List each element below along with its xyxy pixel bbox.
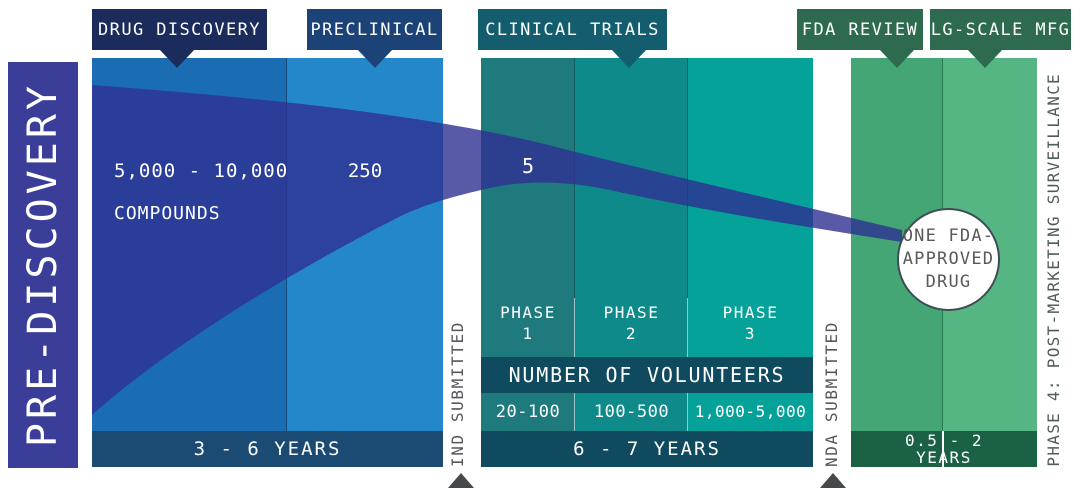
pre-discovery-bar: PRE-DISCOVERY (8, 62, 78, 468)
drug-discovery-pointer-icon (159, 49, 195, 68)
tab-lg-scale-mfg: LG-SCALE MFG (930, 9, 1071, 50)
fda-duration-bar: 0.5 - 2 YEARS (851, 431, 1037, 467)
phase1-number: 1 (522, 324, 534, 343)
phase2-label: PHASE 2 (575, 302, 688, 344)
phase3-number: 3 (744, 324, 757, 343)
preclinical-pointer-icon (357, 49, 393, 68)
tab-drug-discovery-label: DRUG DISCOVERY (98, 19, 261, 40)
phase3-label: PHASE 3 (688, 302, 813, 344)
approved-drug-badge: ONE FDA- APPROVED DRUG (897, 208, 1000, 311)
tab-clinical-trials-label: CLINICAL TRIALS (485, 19, 660, 40)
discovery-compound-count: 5,000 - 10,000 (114, 160, 289, 182)
tab-preclinical-label: PRECLINICAL (310, 19, 439, 40)
phase3-volunteers: 1,000-5,000 (694, 402, 807, 421)
clinical-trials-pointer-icon (611, 49, 647, 68)
clinical-duration-bar: 6 - 7 YEARS (481, 431, 813, 467)
phase1-label: PHASE 1 (481, 302, 575, 344)
tab-clinical-trials: CLINICAL TRIALS (478, 9, 667, 50)
tab-fda-review-label: FDA REVIEW (801, 19, 919, 40)
phase1-volunteers: 20-100 (495, 402, 561, 422)
tab-drug-discovery: DRUG DISCOVERY (92, 9, 267, 50)
tab-fda-review: FDA REVIEW (797, 9, 923, 50)
divider-phase2-phase3 (687, 58, 688, 298)
funnel-path (92, 85, 902, 415)
volunteers-header-band: NUMBER OF VOLUNTEERS (481, 357, 813, 393)
nda-submitted-arrow-icon (820, 473, 846, 488)
approved-drug-line3: DRUG (925, 272, 972, 292)
approved-drug-line2: APPROVED (902, 249, 995, 269)
phase3-word: PHASE (722, 303, 779, 322)
phase2-volunteers: 100-500 (593, 402, 670, 422)
tab-preclinical: PRECLINICAL (307, 9, 442, 50)
preclinical-compound-count: 250 (347, 160, 383, 182)
ind-submitted-arrow-icon (448, 473, 474, 488)
phase2-number: 2 (625, 324, 638, 343)
lg-scale-mfg-pointer-icon (967, 49, 1003, 68)
approved-drug-line1: ONE FDA- (902, 226, 995, 246)
clinical-duration-label: 6 - 7 YEARS (573, 438, 721, 460)
fda-bar-divider (942, 431, 944, 467)
volunteers-header-label: NUMBER OF VOLUNTEERS (508, 363, 786, 387)
discovery-compound-label: COMPOUNDS (114, 203, 221, 224)
fda-review-pointer-icon (879, 49, 915, 68)
discovery-duration-label: 3 - 6 YEARS (193, 438, 342, 460)
discovery-duration-bar: 3 - 6 YEARS (92, 431, 443, 467)
clinical-compound-count: 5 (521, 154, 535, 178)
phase1-word: PHASE (500, 303, 556, 322)
tab-lg-scale-mfg-label: LG-SCALE MFG (930, 19, 1071, 40)
phase2-word: PHASE (603, 303, 660, 322)
